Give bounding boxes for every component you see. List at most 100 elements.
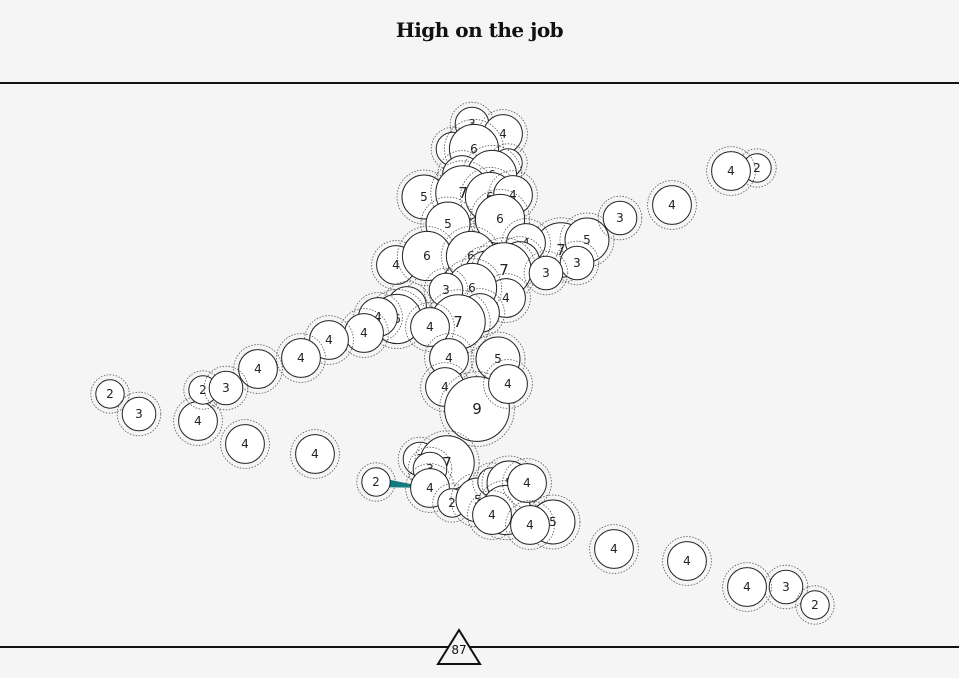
node-layer: 3436246576456475434432466574364436474444…	[90, 101, 835, 625]
node[interactable]: 4	[722, 562, 772, 612]
node[interactable]: 4	[467, 490, 517, 540]
node-circle[interactable]	[768, 569, 804, 605]
node-label: 6	[496, 212, 504, 226]
node-label: 2	[199, 383, 207, 397]
node-circle[interactable]	[507, 463, 547, 503]
node[interactable]: 4	[405, 302, 455, 352]
node[interactable]: 4	[502, 458, 552, 508]
node[interactable]: 4	[483, 359, 533, 409]
node-label: 4	[392, 258, 400, 272]
node-label: 6	[423, 249, 431, 263]
node-label: 2	[753, 161, 761, 175]
node-label: 4	[311, 447, 319, 461]
node-circle[interactable]	[472, 495, 512, 535]
node[interactable]: 2	[356, 462, 396, 502]
node-halo	[647, 180, 697, 230]
node-halo	[203, 365, 249, 411]
node-halo	[405, 302, 455, 352]
node-halo	[424, 333, 474, 383]
node-label: 4	[504, 377, 512, 391]
node[interactable]: 3	[203, 365, 249, 411]
node-label: 3	[542, 266, 550, 280]
node-label: 4	[610, 542, 618, 556]
node-circle[interactable]	[95, 379, 125, 409]
node[interactable]: 4	[173, 396, 223, 446]
node-label: 3	[135, 407, 143, 421]
node[interactable]: 2	[90, 374, 130, 414]
node-halo	[488, 143, 528, 183]
node[interactable]: 6	[396, 225, 457, 286]
node-circle[interactable]	[594, 529, 634, 569]
node-halo	[737, 148, 777, 188]
node-circle[interactable]	[410, 307, 450, 347]
node-halo	[405, 463, 455, 513]
node-label: 7	[458, 184, 468, 202]
node-circle[interactable]	[208, 370, 244, 406]
node-halo	[276, 333, 326, 383]
node-halo	[488, 170, 538, 220]
node-halo	[220, 419, 270, 469]
node-label: 2	[448, 496, 456, 510]
page-title: High on the job	[395, 18, 564, 42]
node[interactable]: 3	[116, 391, 162, 437]
node-circle[interactable]	[488, 364, 528, 404]
node-label: 7	[499, 261, 509, 279]
node-label: 4	[526, 518, 534, 532]
node[interactable]: 3	[763, 564, 809, 610]
node-label: 4	[523, 476, 531, 490]
node-circle[interactable]	[800, 590, 830, 620]
node-label: 6	[470, 142, 478, 156]
node-circle[interactable]	[510, 505, 550, 545]
node[interactable]: 2	[795, 585, 835, 625]
node-circle[interactable]	[727, 567, 767, 607]
node-circle[interactable]	[361, 467, 391, 497]
node[interactable]: 4	[424, 333, 474, 383]
node-circle[interactable]	[711, 151, 751, 191]
node-label: 4	[445, 351, 453, 365]
node-circle[interactable]	[121, 396, 157, 432]
node[interactable]: 4	[589, 524, 639, 574]
score-triangle-icon	[436, 628, 482, 665]
node-label: 4	[743, 580, 751, 594]
node[interactable]: 4	[647, 180, 697, 230]
node[interactable]: 4	[505, 500, 555, 550]
node[interactable]: 4	[233, 344, 283, 394]
node-label: 4	[441, 380, 449, 394]
node-halo	[356, 462, 396, 502]
node-label: 3	[616, 211, 624, 225]
node[interactable]: 3	[523, 250, 569, 296]
node-halo	[505, 500, 555, 550]
node[interactable]: 3	[597, 195, 643, 241]
node[interactable]: 3	[554, 240, 600, 286]
node-circle[interactable]	[225, 424, 265, 464]
node[interactable]: 4	[276, 333, 326, 383]
node-label: 4	[488, 508, 496, 522]
node-circle[interactable]	[602, 200, 638, 236]
node-label: 4	[668, 198, 676, 212]
node-label: 6	[467, 249, 475, 263]
node-circle[interactable]	[667, 541, 707, 581]
node-circle[interactable]	[281, 338, 321, 378]
node-circle[interactable]	[652, 185, 692, 225]
node[interactable]: 4	[706, 146, 756, 196]
node-circle[interactable]	[309, 320, 349, 360]
footer-divider	[0, 646, 959, 648]
node-label: 7	[442, 454, 452, 472]
node-label: 5	[583, 233, 591, 247]
node[interactable]: 4	[662, 536, 712, 586]
node[interactable]: 4	[220, 419, 270, 469]
node-halo	[483, 359, 533, 409]
node-circle[interactable]	[295, 434, 335, 474]
node-circle[interactable]	[528, 255, 564, 291]
node-label: 4	[683, 554, 691, 568]
node-halo	[795, 585, 835, 625]
node-label: 4	[325, 333, 333, 347]
node-label: 7	[556, 241, 566, 259]
node[interactable]: 4	[290, 429, 340, 479]
node-circle[interactable]	[559, 245, 595, 281]
node-label: 4	[426, 320, 434, 334]
node-circle[interactable]	[238, 349, 278, 389]
node-label: 6	[468, 281, 476, 295]
node-label: 3	[782, 580, 790, 594]
